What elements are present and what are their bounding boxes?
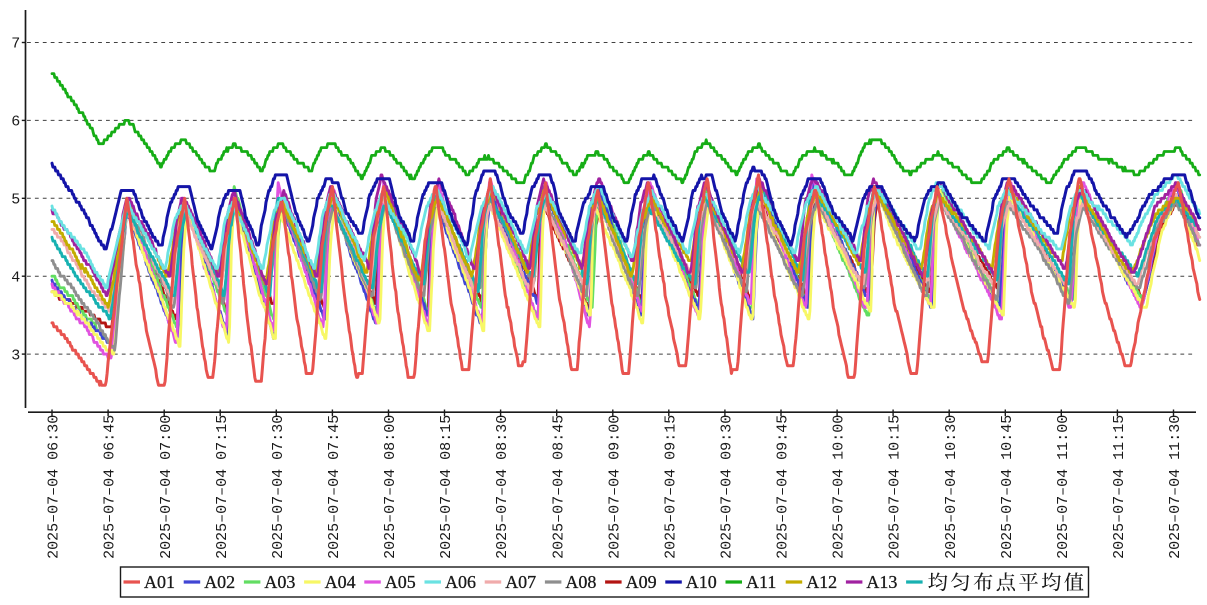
svg-text:2025–07–04 09:30: 2025–07–04 09:30 bbox=[719, 415, 736, 559]
svg-text:7: 7 bbox=[11, 36, 20, 53]
svg-text:2025–07–04 08:15: 2025–07–04 08:15 bbox=[438, 415, 455, 559]
svg-text:A03: A03 bbox=[264, 572, 295, 592]
svg-text:2025–07–04 08:00: 2025–07–04 08:00 bbox=[382, 415, 399, 559]
svg-text:2025–07–04 11:30: 2025–07–04 11:30 bbox=[1167, 415, 1184, 559]
svg-text:A05: A05 bbox=[385, 572, 416, 592]
svg-text:A01: A01 bbox=[144, 572, 175, 592]
svg-text:A09: A09 bbox=[626, 572, 657, 592]
svg-text:A04: A04 bbox=[325, 572, 356, 592]
svg-text:2025–07–04 06:45: 2025–07–04 06:45 bbox=[102, 415, 119, 559]
svg-text:2025–07–04 07:45: 2025–07–04 07:45 bbox=[326, 415, 343, 559]
svg-text:5: 5 bbox=[11, 192, 20, 209]
svg-text:A02: A02 bbox=[204, 572, 235, 592]
svg-text:2025–07–04 07:30: 2025–07–04 07:30 bbox=[270, 415, 287, 559]
svg-text:2025–07–04 10:15: 2025–07–04 10:15 bbox=[887, 415, 904, 559]
svg-text:A12: A12 bbox=[806, 572, 837, 592]
svg-text:2025–07–04 11:00: 2025–07–04 11:00 bbox=[1055, 415, 1072, 559]
svg-text:A10: A10 bbox=[686, 572, 717, 592]
svg-text:2025–07–04 07:00: 2025–07–04 07:00 bbox=[158, 415, 175, 559]
svg-text:A13: A13 bbox=[866, 572, 897, 592]
svg-text:2025–07–04 08:30: 2025–07–04 08:30 bbox=[494, 415, 511, 559]
svg-text:3: 3 bbox=[11, 347, 20, 364]
svg-text:2025–07–04 07:15: 2025–07–04 07:15 bbox=[214, 415, 231, 559]
svg-text:2025–07–04 10:45: 2025–07–04 10:45 bbox=[999, 415, 1016, 559]
svg-text:2025–07–04 06:30: 2025–07–04 06:30 bbox=[46, 415, 63, 559]
svg-text:6: 6 bbox=[11, 114, 20, 131]
svg-text:A06: A06 bbox=[445, 572, 476, 592]
svg-text:4: 4 bbox=[11, 269, 20, 286]
svg-text:2025–07–04 10:30: 2025–07–04 10:30 bbox=[943, 415, 960, 559]
svg-text:2025–07–04 08:45: 2025–07–04 08:45 bbox=[550, 415, 567, 559]
svg-text:A11: A11 bbox=[746, 572, 776, 592]
svg-text:2025–07–04 09:00: 2025–07–04 09:00 bbox=[606, 415, 623, 559]
svg-text:A07: A07 bbox=[505, 572, 536, 592]
svg-text:2025–07–04 11:15: 2025–07–04 11:15 bbox=[1111, 415, 1128, 559]
svg-text:2025–07–04 10:00: 2025–07–04 10:00 bbox=[831, 415, 848, 559]
svg-text:2025–07–04 09:45: 2025–07–04 09:45 bbox=[775, 415, 792, 559]
svg-text:A08: A08 bbox=[565, 572, 596, 592]
svg-text:2025–07–04 09:15: 2025–07–04 09:15 bbox=[662, 415, 679, 559]
